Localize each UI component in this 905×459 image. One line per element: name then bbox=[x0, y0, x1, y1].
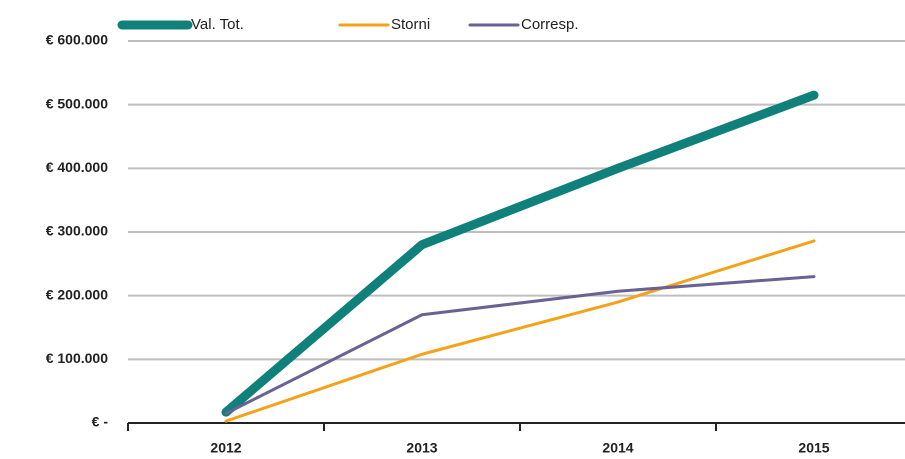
y-tick-label: € 600.000 bbox=[46, 32, 108, 48]
y-tick-label: € 500.000 bbox=[46, 95, 108, 111]
y-tick-label: € 400.000 bbox=[46, 159, 108, 175]
y-tick-label: € 100.000 bbox=[46, 350, 108, 366]
y-tick-label: € 200.000 bbox=[46, 286, 108, 302]
legend-label: Val. Tot. bbox=[191, 16, 244, 33]
x-tick-label: 2014 bbox=[602, 440, 633, 456]
y-tick-label: € 300.000 bbox=[46, 223, 108, 239]
x-tick-label: 2015 bbox=[798, 440, 829, 456]
x-tick-label: 2013 bbox=[406, 440, 437, 456]
x-tick-label: 2012 bbox=[210, 440, 241, 456]
series-line bbox=[221, 90, 819, 417]
legend-label: Storni bbox=[391, 16, 430, 33]
series-line bbox=[224, 275, 816, 415]
series-line bbox=[224, 239, 816, 423]
y-tick-label: € - bbox=[92, 414, 109, 430]
legend-label: Corresp. bbox=[521, 16, 579, 33]
